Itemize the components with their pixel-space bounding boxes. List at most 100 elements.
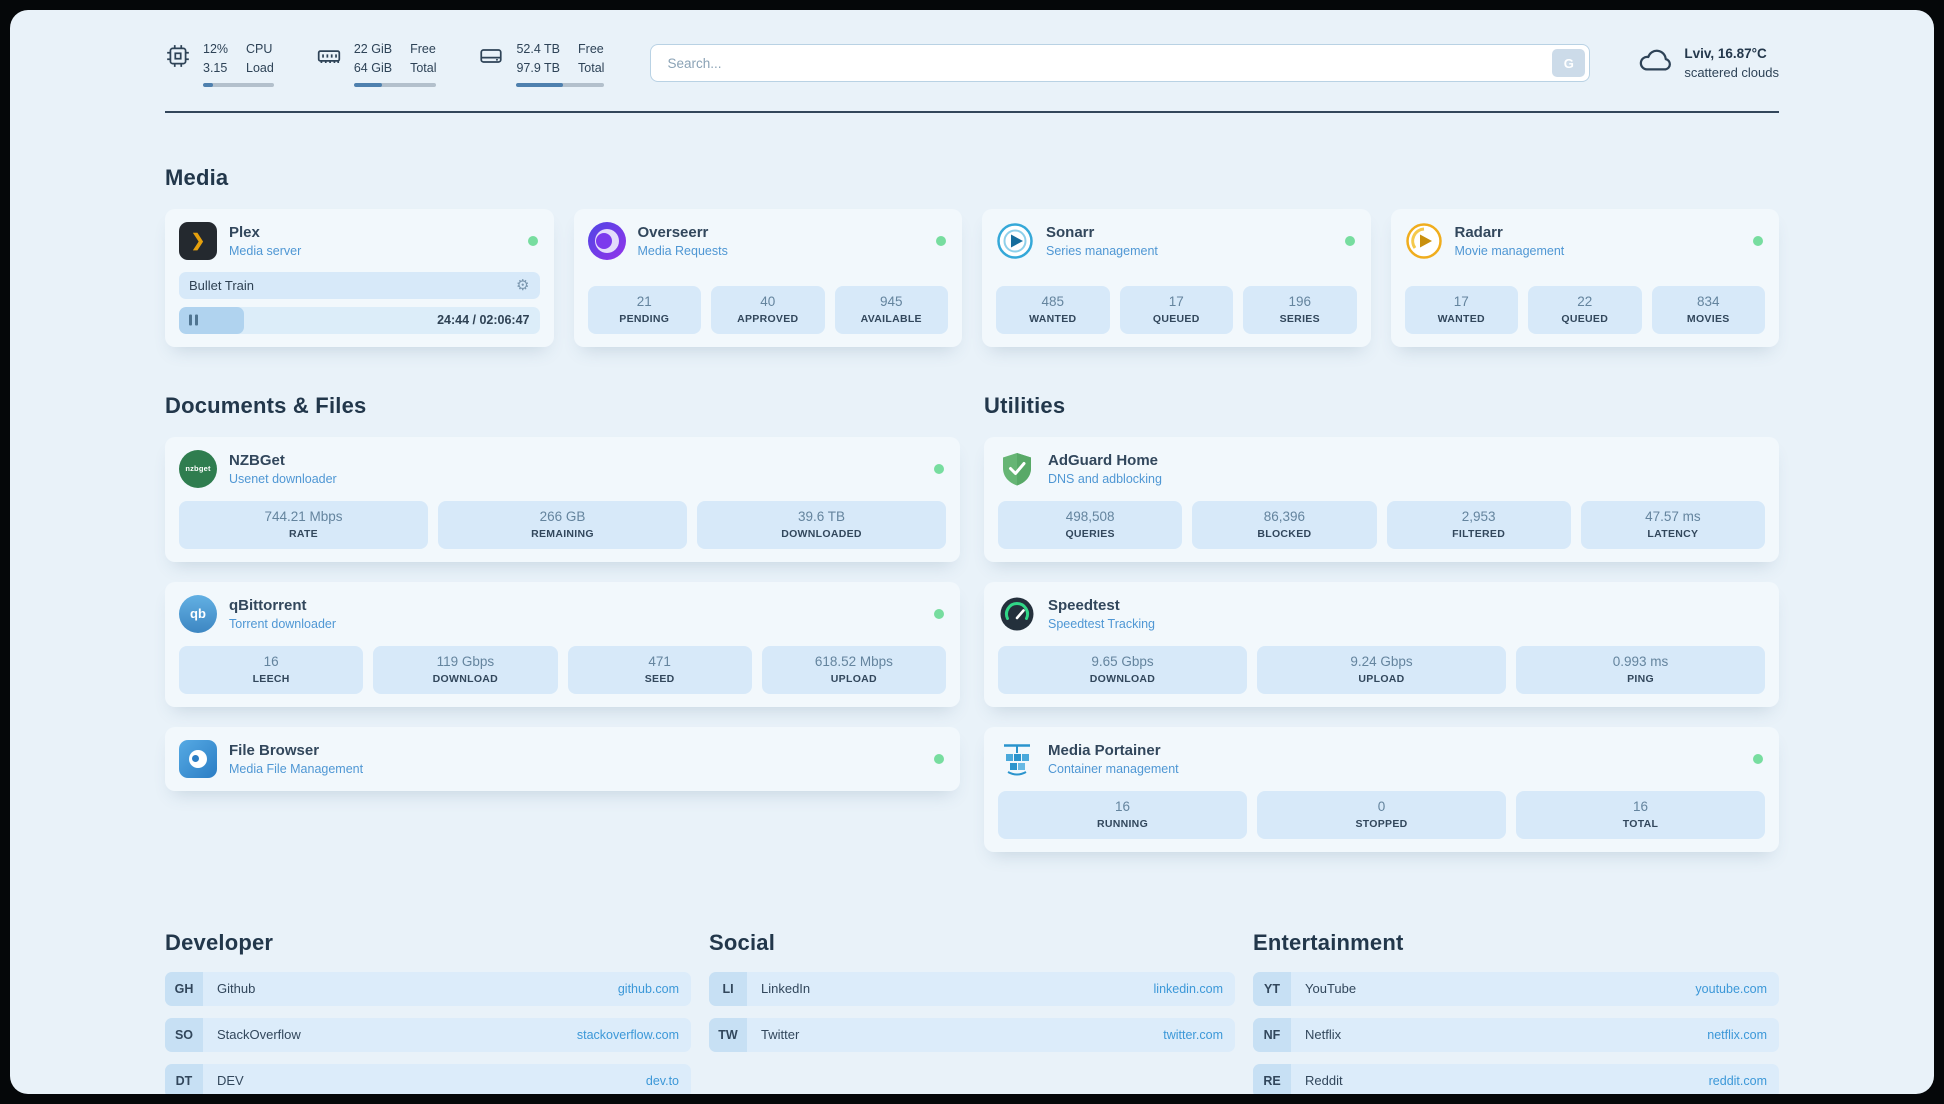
card-sonarr[interactable]: Sonarr Series management 485 WANTED 17 Q… — [982, 208, 1371, 347]
pause-icon[interactable] — [189, 314, 198, 326]
weather-condition: scattered clouds — [1684, 64, 1779, 80]
stat-tile: 266 GB REMAINING — [438, 500, 687, 549]
service-desc: Speedtest Tracking — [1048, 616, 1156, 631]
bookmark-link: dev.to — [645, 1073, 679, 1088]
status-dot — [934, 753, 944, 764]
playback-time: 24:44 / 02:06:47 — [437, 313, 530, 327]
service-name: Speedtest — [1048, 596, 1120, 614]
stat-tile: 17 QUEUED — [1119, 285, 1233, 334]
stat-value: 2,953 — [1461, 508, 1496, 524]
status-dot — [1344, 235, 1355, 246]
overseerr-icon — [587, 221, 626, 260]
service-name: qBittorrent — [229, 596, 307, 614]
sonarr-icon — [996, 222, 1034, 260]
service-desc: Usenet downloader — [229, 471, 337, 486]
bookmark-link: reddit.com — [1708, 1073, 1767, 1088]
weather-location: Lviv, 16.87°C — [1684, 46, 1767, 62]
status-dot — [934, 463, 944, 474]
stat-tile: 485 WANTED — [996, 285, 1110, 334]
card-radarr[interactable]: Radarr Movie management 17 WANTED 22 QUE… — [1390, 208, 1779, 347]
bookmark-row-reddit[interactable]: RE Reddit reddit.com — [1253, 1063, 1779, 1094]
bookmark-name: Netflix — [1305, 1027, 1342, 1042]
bookmark-row-dev[interactable]: DT DEV dev.to — [165, 1063, 691, 1094]
bookmark-row-youtube[interactable]: YT YouTube youtube.com — [1253, 971, 1779, 1006]
bookmark-row-stackoverflow[interactable]: SO StackOverflow stackoverflow.com — [165, 1017, 691, 1052]
topbar-divider — [165, 110, 1779, 113]
card-overseerr[interactable]: Overseerr Media Requests 21 PENDING 40 A… — [573, 208, 962, 347]
status-dot — [1753, 753, 1763, 764]
bookmark-row-github[interactable]: GH Github github.com — [165, 971, 691, 1006]
stat-value: 0.993 ms — [1612, 653, 1669, 669]
bookmark-row-twitter[interactable]: TW Twitter twitter.com — [709, 1017, 1235, 1052]
stat-value: 744.21 Mbps — [264, 508, 343, 524]
stat-value: 47.57 ms — [1645, 508, 1701, 524]
stat-label: TOTAL — [1622, 817, 1659, 830]
stat-tile: 16 LEECH — [179, 645, 364, 694]
bookmark-group-social: Social LI LinkedIn linkedin.com TW Twitt… — [709, 930, 1235, 1064]
bookmark-name: DEV — [217, 1073, 244, 1088]
stat-label: PENDING — [619, 312, 670, 325]
bookmark-abbr-badge: GH — [165, 971, 203, 1006]
stat-label: AVAILABLE — [860, 312, 922, 325]
stat-value: 40 — [760, 293, 776, 309]
memory-total-label: Total — [410, 60, 437, 75]
stat-tile: 21 PENDING — [587, 285, 701, 334]
cpu-usage-bar — [203, 82, 274, 87]
gear-icon[interactable]: ⚙ — [516, 276, 530, 294]
memory-usage-bar — [353, 82, 437, 87]
card-qbittorrent[interactable]: qb qBittorrent Torrent downloader 16 LEE… — [165, 581, 960, 707]
stat-tile: 0.993 ms PING — [1516, 645, 1765, 694]
stat-value: 618.52 Mbps — [814, 653, 893, 669]
card-adguard[interactable]: AdGuard Home DNS and adblocking 498,508 … — [984, 436, 1779, 562]
service-name: Overseerr — [637, 223, 709, 241]
stat-label: PING — [1627, 672, 1654, 685]
stat-label: LATENCY — [1647, 527, 1699, 540]
dashboard-page: 12% 3.15 CPU Load — [10, 10, 1934, 1094]
stat-tile: 40 APPROVED — [711, 285, 825, 334]
bookmark-link: github.com — [617, 981, 679, 996]
disk-total-label: Total — [578, 60, 605, 75]
status-dot — [936, 235, 946, 246]
disk-free-label: Free — [578, 42, 604, 56]
cpu-label: CPU — [246, 42, 273, 56]
stat-value: 945 — [879, 293, 903, 309]
cpu-load-label: Load — [246, 60, 274, 75]
card-plex[interactable]: ❯ Plex Media server Bullet Train ⚙ 24:44… — [165, 208, 554, 347]
bookmark-name: YouTube — [1305, 981, 1357, 996]
card-nzbget[interactable]: nzbget NZBGet Usenet downloader 744.21 M… — [165, 436, 960, 562]
card-filebrowser[interactable]: File Browser Media File Management — [165, 726, 960, 791]
stat-label: APPROVED — [737, 312, 799, 325]
stat-label: FILTERED — [1452, 527, 1506, 540]
stat-label: RATE — [288, 527, 318, 540]
playback-progress: 24:44 / 02:06:47 — [179, 306, 540, 334]
section-title-social: Social — [709, 929, 776, 955]
section-title-developer: Developer — [165, 929, 274, 955]
stat-label: LEECH — [252, 672, 290, 685]
service-name: AdGuard Home — [1048, 451, 1159, 469]
bookmark-link: twitter.com — [1163, 1027, 1223, 1042]
search-input[interactable] — [650, 44, 1591, 83]
stat-value: 471 — [648, 653, 671, 669]
nzbget-icon-label: nzbget — [185, 464, 211, 473]
bookmark-row-netflix[interactable]: NF Netflix netflix.com — [1253, 1017, 1779, 1052]
stat-label: MOVIES — [1686, 312, 1730, 325]
bookmark-abbr-badge: TW — [709, 1017, 747, 1052]
stat-value: 834 — [1696, 293, 1720, 309]
search-provider-button[interactable]: G — [1552, 49, 1586, 78]
stat-label: WANTED — [1029, 312, 1077, 325]
utilities-section: Utilities AdGuard Home — [984, 393, 1779, 872]
stat-value: 17 — [1453, 293, 1469, 309]
bookmark-abbr-badge: NF — [1253, 1017, 1291, 1052]
disk-widget: 52.4 TB 97.9 TB Free Total — [478, 40, 605, 87]
stat-tile: 16 TOTAL — [1516, 790, 1765, 839]
now-playing-title: Bullet Train — [189, 277, 255, 293]
bookmark-row-linkedin[interactable]: LI LinkedIn linkedin.com — [709, 971, 1235, 1006]
stat-value: 22 — [1577, 293, 1593, 309]
service-name: File Browser — [229, 741, 320, 759]
plex-chevron-glyph: ❯ — [190, 230, 206, 250]
stat-tile: 196 SERIES — [1243, 285, 1357, 334]
service-desc: Series management — [1046, 243, 1158, 258]
card-speedtest[interactable]: Speedtest Speedtest Tracking 9.65 Gbps D… — [984, 581, 1779, 707]
card-portainer[interactable]: Media Portainer Container management 16 … — [984, 726, 1779, 852]
service-name: Media Portainer — [1048, 741, 1161, 759]
